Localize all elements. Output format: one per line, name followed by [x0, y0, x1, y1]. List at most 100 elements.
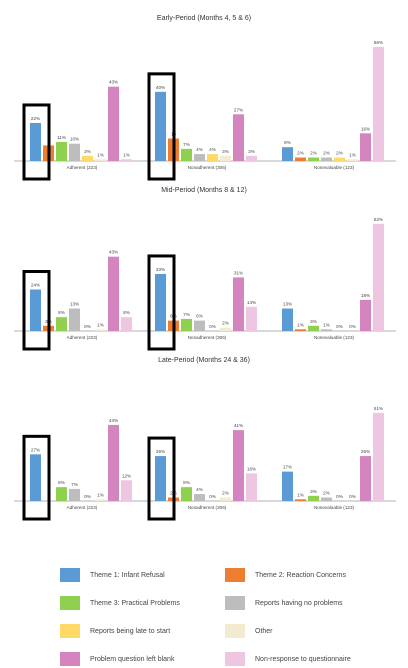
legend-swatch-no-problems	[225, 596, 245, 610]
data-label-p2-g2-s5: 0%	[349, 494, 356, 499]
bar-p2-g2-s1	[295, 499, 306, 501]
data-label-p2-g0-s7: 12%	[122, 473, 131, 478]
data-label-p0-g1-s3: 4%	[196, 147, 203, 152]
legend-label-late-start: Reports being late to start	[90, 627, 171, 635]
bar-p1-g1-s5	[220, 327, 231, 331]
data-label-p1-g1-s6: 31%	[234, 270, 243, 275]
data-label-p0-g1-s7: 3%	[248, 149, 255, 154]
bar-p0-g0-s7	[121, 159, 132, 161]
highlight-box-p2-g1	[147, 436, 176, 521]
data-label-p1-g0-s0: 24%	[31, 283, 40, 288]
data-label-p0-g0-s6: 43%	[109, 80, 118, 85]
data-label-p2-g2-s0: 17%	[283, 465, 292, 470]
category-label-p2-g1: Nonadherent (306)	[188, 505, 227, 510]
bar-p1-g0-s7	[121, 317, 132, 331]
bar-p0-g1-s5	[220, 155, 231, 161]
data-label-p2-g0-s4: 0%	[84, 494, 91, 499]
bar-p2-g1-s0	[155, 456, 166, 501]
legend-item-other: Other	[225, 624, 273, 638]
bar-p0-g0-s4	[82, 155, 93, 161]
data-label-p2-g1-s4: 0%	[209, 494, 216, 499]
bar-p1-g2-s2	[308, 325, 319, 331]
highlight-box-p0-g1	[147, 72, 176, 181]
bar-p1-g2-s0	[282, 308, 293, 331]
bar-p0-g1-s7	[246, 155, 257, 161]
bar-p0-g2-s3	[321, 157, 332, 161]
highlight-box-p1-g1	[147, 254, 176, 351]
legend-label-non-response: Non-response to questionnaire	[255, 655, 351, 663]
legend-swatch-theme1	[60, 568, 80, 582]
data-label-p2-g2-s7: 51%	[374, 406, 383, 411]
data-label-p2-g1-s2: 8%	[183, 480, 190, 485]
data-label-p2-g2-s6: 26%	[361, 449, 370, 454]
data-label-p1-g2-s4: 0%	[336, 324, 343, 329]
data-label-p2-g1-s0: 26%	[156, 449, 165, 454]
data-label-p0-g0-s5: 1%	[97, 152, 104, 157]
data-label-p1-g2-s1: 1%	[297, 322, 304, 327]
data-label-p0-g2-s1: 2%	[297, 151, 304, 156]
data-label-p0-g2-s6: 16%	[361, 126, 370, 131]
chart-title-2: Late-Period (Months 24 & 36)	[158, 357, 250, 364]
bar-p1-g2-s6	[360, 299, 371, 331]
bar-p0-g1-s3	[194, 154, 205, 161]
data-label-p2-g1-s5: 2%	[222, 491, 229, 496]
highlight-box-p1-g0	[22, 270, 51, 351]
bar-p2-g0-s5	[95, 499, 106, 501]
data-label-p2-g1-s3: 4%	[196, 487, 203, 492]
data-label-p0-g1-s0: 40%	[156, 85, 165, 90]
legend-label-theme3: Theme 3: Practical Problems	[90, 599, 180, 607]
data-label-p2-g2-s4: 0%	[336, 494, 343, 499]
data-label-p1-g1-s7: 14%	[247, 300, 256, 305]
legend-swatch-other	[225, 624, 245, 638]
data-label-p1-g0-s3: 13%	[70, 302, 79, 307]
legend-swatch-theme2	[225, 568, 245, 582]
bar-p1-g2-s3	[321, 329, 332, 331]
bar-p1-g2-s7	[373, 223, 384, 331]
bar-p0-g0-s6	[108, 86, 119, 161]
data-label-p1-g1-s2: 7%	[183, 312, 190, 317]
bar-p0-g1-s0	[155, 91, 166, 161]
bar-p1-g0-s0	[30, 289, 41, 331]
legend-label-theme1: Theme 1: Infant Refusal	[90, 571, 165, 579]
data-label-p1-g2-s7: 62%	[374, 217, 383, 222]
data-label-p1-g1-s4: 0%	[209, 324, 216, 329]
category-label-p1-g1: Nonadherent (306)	[188, 335, 227, 340]
legend-swatch-theme3	[60, 596, 80, 610]
bar-p2-g1-s7	[246, 473, 257, 501]
data-label-p2-g0-s5: 1%	[97, 492, 104, 497]
bar-p0-g1-s6	[233, 114, 244, 161]
bar-p1-g1-s0	[155, 273, 166, 331]
legend-item-no-problems: Reports having no problems	[225, 596, 343, 610]
data-label-p1-g1-s5: 2%	[222, 321, 229, 326]
data-label-p2-g1-s7: 16%	[247, 466, 256, 471]
legend-item-late-start: Reports being late to start	[60, 624, 170, 638]
bar-p0-g1-s4	[207, 154, 218, 161]
bar-p2-g1-s3	[194, 494, 205, 501]
data-label-p0-g1-s4: 4%	[209, 147, 216, 152]
data-label-p1-g2-s5: 0%	[349, 324, 356, 329]
legend-swatch-late-start	[60, 624, 80, 638]
bar-p0-g0-s2	[56, 141, 67, 161]
bar-p0-g2-s5	[347, 159, 358, 161]
category-label-p0-g0: Adherent (223)	[67, 165, 98, 170]
legend-item-non-response: Non-response to questionnaire	[225, 652, 351, 666]
legend-item-left-blank: Problem question left blank	[60, 652, 174, 666]
data-label-p1-g0-s4: 0%	[84, 324, 91, 329]
bar-p0-g1-s2	[181, 148, 192, 161]
chart-title-0: Early-Period (Months 4, 5 & 6)	[157, 15, 251, 22]
data-label-p1-g0-s6: 43%	[109, 250, 118, 255]
bar-p0-g2-s0	[282, 147, 293, 161]
bar-p2-g0-s3	[69, 488, 80, 501]
bar-p2-g0-s0	[30, 454, 41, 501]
category-label-p2-g0: Adherent (223)	[67, 505, 98, 510]
data-label-p1-g0-s2: 8%	[58, 310, 65, 315]
bar-p0-g0-s5	[95, 159, 106, 161]
bar-p1-g1-s3	[194, 320, 205, 331]
data-label-p2-g0-s3: 7%	[71, 482, 78, 487]
legend-item-theme2: Theme 2: Reaction Concerns	[225, 568, 346, 582]
bar-p1-g2-s1	[295, 329, 306, 331]
data-label-p1-g2-s6: 18%	[361, 293, 370, 298]
bar-p2-g1-s5	[220, 497, 231, 501]
bar-p2-g2-s7	[373, 412, 384, 501]
category-label-p2-g2: Nonevaluable (123)	[314, 505, 355, 510]
